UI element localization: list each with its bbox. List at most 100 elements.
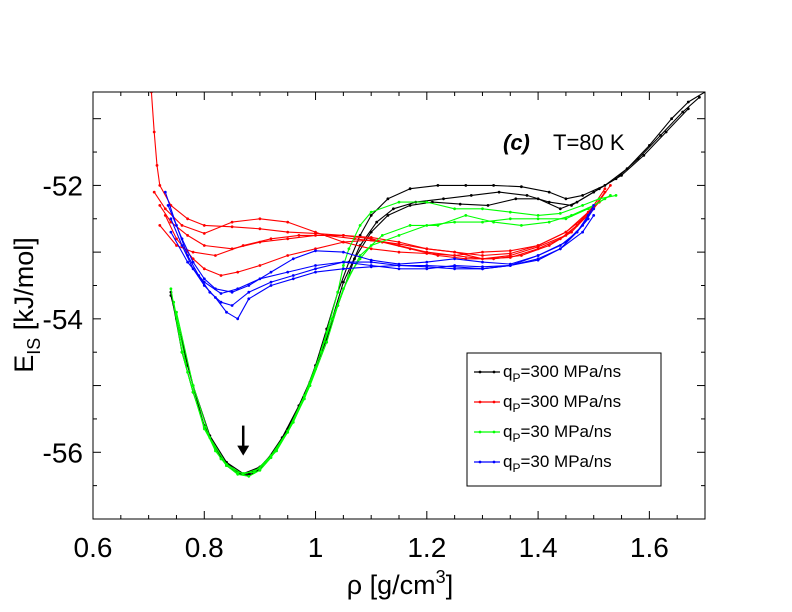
series-green-point (481, 220, 484, 224)
series-red-point (158, 184, 162, 187)
series-blue-point (202, 277, 206, 281)
series-black-point (458, 202, 462, 206)
x-axis-label: ρ [g/cm3] (347, 567, 453, 600)
series-red-point (241, 244, 245, 247)
series-black-point (558, 207, 562, 211)
series-blue-point (225, 310, 228, 314)
series-blue-point (342, 267, 345, 271)
series-red-point (453, 254, 456, 257)
series-blue-point (369, 264, 373, 267)
series-red-point (286, 230, 290, 234)
series-black-point (464, 184, 468, 187)
series-red-point (236, 270, 240, 274)
x-tick-label: 0.8 (185, 532, 224, 563)
series-black-point (686, 107, 690, 111)
series-red-point (325, 234, 329, 237)
x-tick-label: 1 (308, 532, 324, 563)
legend-swatch-point (492, 370, 496, 374)
series-blue-curve-2 (170, 215, 595, 320)
series-green-point (492, 220, 495, 224)
series-red-point (155, 164, 159, 167)
series-red-point (481, 254, 484, 257)
series-blue-point (453, 257, 456, 261)
series-red-point (175, 244, 178, 247)
series-black-point (375, 220, 379, 224)
series-blue-point (314, 267, 317, 271)
series-red-point (214, 254, 217, 257)
series-blue-point (581, 230, 584, 234)
legend-swatch-point (478, 460, 482, 464)
series-red-point (258, 264, 262, 267)
series-green-point (536, 217, 540, 221)
x-tick-label: 1.4 (519, 532, 558, 563)
series-green-point (453, 220, 456, 224)
series-blue-point (453, 264, 456, 267)
series-red-point (286, 237, 290, 241)
series-black-point (436, 184, 440, 187)
series-red-point (314, 247, 317, 251)
series-red-curve-1 (150, 92, 606, 260)
series-green-point (536, 214, 540, 217)
series-blue-point (269, 270, 273, 274)
series-green-point (609, 194, 612, 197)
series-blue-point (169, 217, 173, 221)
x-tick-label: 1.2 (407, 532, 446, 563)
series-red-point (158, 224, 162, 227)
series-red-point (175, 237, 178, 241)
series-red-point (586, 210, 590, 214)
series-green-point (169, 287, 173, 291)
series-blue-point (191, 260, 195, 264)
series-red-point (397, 250, 401, 254)
legend-swatch-point (478, 430, 482, 434)
panel-label: (c) (503, 130, 530, 155)
minimum-arrow (237, 425, 250, 456)
series-green-point (564, 217, 568, 221)
series-green-point (325, 340, 329, 344)
panel-annotation: (c) T=80 K (503, 130, 625, 155)
series-red-point (408, 247, 412, 251)
series-red-point (508, 249, 512, 253)
series-blue-point (269, 284, 273, 287)
series-green-point (436, 224, 440, 227)
series-red-point (397, 242, 401, 246)
series-black-point (664, 130, 668, 134)
series-green-point (342, 287, 345, 291)
series-black-point (520, 185, 523, 189)
series-red-point (570, 230, 573, 234)
legend-entry-green: qP=30 MPa/ns (474, 422, 612, 445)
series-green-point (186, 370, 190, 374)
series-blue-point (186, 260, 190, 264)
series-red-point (186, 234, 190, 237)
series-black-point (369, 230, 373, 234)
series-layer (150, 92, 705, 478)
series-red (150, 92, 612, 277)
series-black-point (486, 204, 490, 207)
series-red-point (269, 237, 273, 241)
series-blue-point (558, 247, 562, 251)
series-red-point (342, 240, 345, 244)
series-red-point (219, 274, 223, 277)
series-green-point (252, 470, 256, 474)
legend-swatch-point (478, 370, 482, 374)
series-blue-point (536, 254, 540, 257)
series-red-point (609, 184, 612, 187)
series-blue-point (481, 260, 484, 264)
series-green-point (547, 220, 551, 224)
series-black-point (247, 472, 251, 476)
series-green-point (172, 300, 176, 304)
series-red-point (152, 190, 156, 194)
series-green-point (369, 210, 373, 214)
series-blue-point (508, 264, 512, 267)
series-red-point (180, 224, 184, 227)
series-black (169, 92, 705, 477)
legend-label: qP=30 MPa/ns (503, 422, 612, 445)
series-green-point (319, 350, 323, 354)
series-green-point (275, 449, 278, 453)
series-blue-point (536, 258, 540, 262)
series-green-point (558, 212, 562, 215)
series-blue-point (369, 258, 373, 262)
series-red-point (163, 214, 167, 217)
series-blue-point (342, 250, 345, 254)
series-red-point (453, 250, 456, 254)
series-blue-point (180, 244, 184, 247)
